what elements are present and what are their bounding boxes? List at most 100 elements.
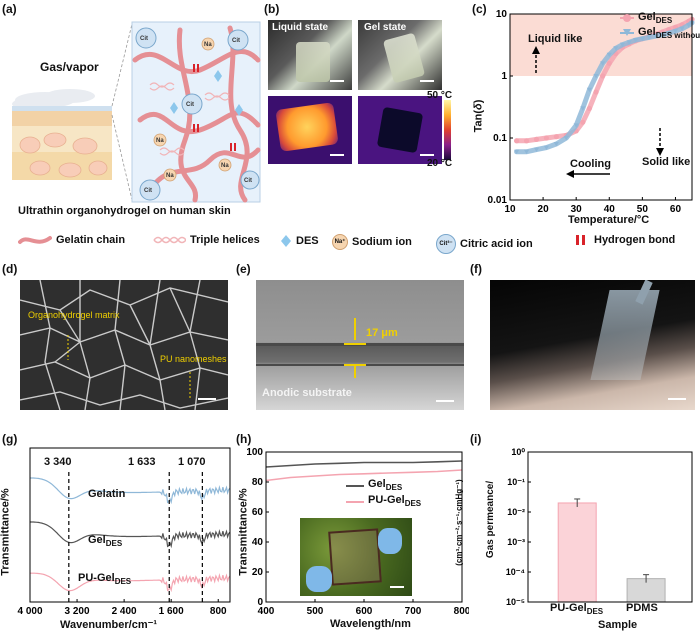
- x-tick-label: 2 400: [112, 606, 137, 617]
- legend-h-gel-des: GelDES: [368, 478, 402, 492]
- legend-main-text: Gel: [638, 26, 656, 38]
- legend-main-text: Gel: [368, 478, 386, 490]
- x-tick-label: 500: [307, 606, 324, 617]
- x-tick-label: 800: [454, 606, 469, 617]
- tan-delta-chart: 10 20 30 40 50 60 0.01 0.1 1 10: [488, 9, 695, 215]
- anodic-substrate-label: Anodic substrate: [262, 387, 352, 399]
- panel-g: (g) 4 000 3 200 2 400 1 600 800 3 340 1 633 …: [0, 430, 235, 635]
- spectrum-line: [30, 521, 231, 549]
- series-sub-text: DES: [114, 577, 132, 587]
- svg-text:Na: Na: [156, 138, 164, 144]
- h-y-axis-title: Transmittance/%: [237, 488, 250, 576]
- svg-text:Na: Na: [166, 173, 174, 179]
- x-tick-label: 10: [504, 204, 516, 215]
- gelatin-chain-icon: [18, 236, 52, 244]
- data-point: [672, 29, 679, 34]
- data-point: [514, 149, 520, 155]
- scale-bar: [436, 400, 454, 402]
- svg-text:Na: Na: [204, 42, 212, 48]
- y-tick-label: 10⁻²: [507, 507, 525, 517]
- panel-f: (f): [468, 262, 700, 412]
- liquid-state-photo: Liquid state: [268, 20, 352, 90]
- colorbar-min-label: 20 °C: [427, 158, 453, 169]
- data-point: [523, 149, 530, 155]
- sem-image-nanomesh: [20, 280, 228, 410]
- data-point: [659, 32, 665, 38]
- y-tick-label: 0.1: [493, 133, 507, 144]
- legend-label: DES: [296, 235, 319, 247]
- panel-d-label: (d): [2, 262, 18, 276]
- data-point: [606, 60, 612, 66]
- y-tick-label: 10⁻⁴: [506, 567, 525, 577]
- scale-bar: [420, 80, 434, 82]
- panel-a-caption: Ultrathin organohydrogel on human skin: [18, 205, 231, 217]
- gel-state-label: Gel state: [364, 22, 407, 33]
- legend-label: Hydrogen bond: [594, 234, 676, 246]
- scale-bar: [390, 586, 404, 588]
- panel-e-label: (e): [236, 262, 251, 276]
- gas-permeance-chart: 10⁻⁵ 10⁻⁴ 10⁻³ 10⁻² 10⁻¹ 10⁰: [506, 447, 693, 607]
- legend-label: Triple helices: [190, 234, 260, 246]
- i-y-axis-title-top: Gas permeance/: [485, 480, 497, 559]
- y-tick-label: 10: [496, 9, 508, 20]
- data-point: [606, 52, 612, 58]
- scale-bar: [420, 154, 434, 156]
- data-point: [514, 138, 520, 144]
- hydrogen-bond-icon: [576, 235, 585, 245]
- x-tick-label: 800: [210, 606, 227, 617]
- data-point: [600, 61, 606, 66]
- solid-arrowhead: [656, 148, 664, 156]
- panel-e: (e) 17 μm Anodic substrate: [234, 262, 469, 412]
- transmittance-chart: 400 500 600 700 800 0 20 40 60 80 100: [246, 447, 469, 617]
- i-category-pdms: PDMS: [626, 602, 658, 614]
- peak-label: 3 340: [44, 456, 72, 468]
- y-tick-label: 80: [252, 477, 264, 488]
- series-main-text: PU-Gel: [78, 572, 115, 584]
- series-label-gel-des: GelDES: [88, 534, 122, 548]
- liquid-state-label: Liquid state: [272, 22, 329, 33]
- peak-label: 1 070: [178, 456, 206, 468]
- legend-pink-marker: [620, 14, 634, 22]
- data-point: [573, 123, 579, 128]
- liquid-like-label: Liquid like: [528, 33, 583, 45]
- x-tick-label: 3 200: [65, 606, 90, 617]
- legend-h-gel-des-marker: [346, 485, 364, 487]
- data-point: [533, 136, 540, 142]
- x-tick-label: 40: [604, 204, 616, 215]
- data-point: [563, 136, 569, 141]
- y-tick-label: 10⁻¹: [507, 477, 525, 487]
- svg-text:Cit: Cit: [244, 178, 252, 184]
- series-main-text: Gel: [88, 534, 106, 546]
- legend-des: DES: [280, 234, 319, 248]
- y-tick-label: 60: [252, 507, 264, 518]
- data-point: [639, 36, 645, 42]
- data-point: [533, 147, 540, 152]
- panel-h-label: (h): [236, 432, 252, 446]
- data-point: [580, 106, 586, 111]
- panel-b: (b) Liquid state Gel state 50 °C 20 °C: [262, 0, 462, 230]
- legend-sub-text: DES: [655, 16, 673, 26]
- panel-c-label: (c): [472, 2, 487, 16]
- gel-state-photo: Gel state: [358, 20, 442, 90]
- scale-bar: [668, 398, 686, 400]
- y-title-main: Tan(: [472, 109, 485, 133]
- citric-ion-icon: Cit³⁻: [436, 234, 456, 254]
- category-main-text: PU-Gel: [550, 602, 587, 614]
- spectrum-line: [30, 477, 231, 505]
- legend-main-text: PU-Gel: [368, 494, 405, 506]
- svg-text:Na: Na: [221, 163, 229, 169]
- peak-label: 1 633: [128, 456, 156, 468]
- y-tick-label: 10⁰: [511, 447, 525, 457]
- g-x-axis-title: Wavenumber/cm⁻¹: [60, 619, 158, 631]
- y-tick-label: 10⁻³: [507, 537, 525, 547]
- panel-c: (c) 10 20 30 40 50 60 0.01 0.1 1 10 GelDES GelDE…: [470, 0, 700, 230]
- c-x-axis-title: Temperature/°C: [568, 214, 650, 226]
- x-tick-label: 60: [670, 204, 682, 215]
- x-tick-label: 700: [405, 606, 422, 617]
- scale-bar: [330, 80, 344, 82]
- des-diamond-icon: [281, 235, 291, 247]
- plot-frame: [527, 451, 693, 603]
- legend-sub-text: DES: [404, 499, 422, 509]
- sem-cross-section: [256, 280, 464, 410]
- pu-nanomeshes-annotation: PU nanomeshes: [160, 354, 227, 364]
